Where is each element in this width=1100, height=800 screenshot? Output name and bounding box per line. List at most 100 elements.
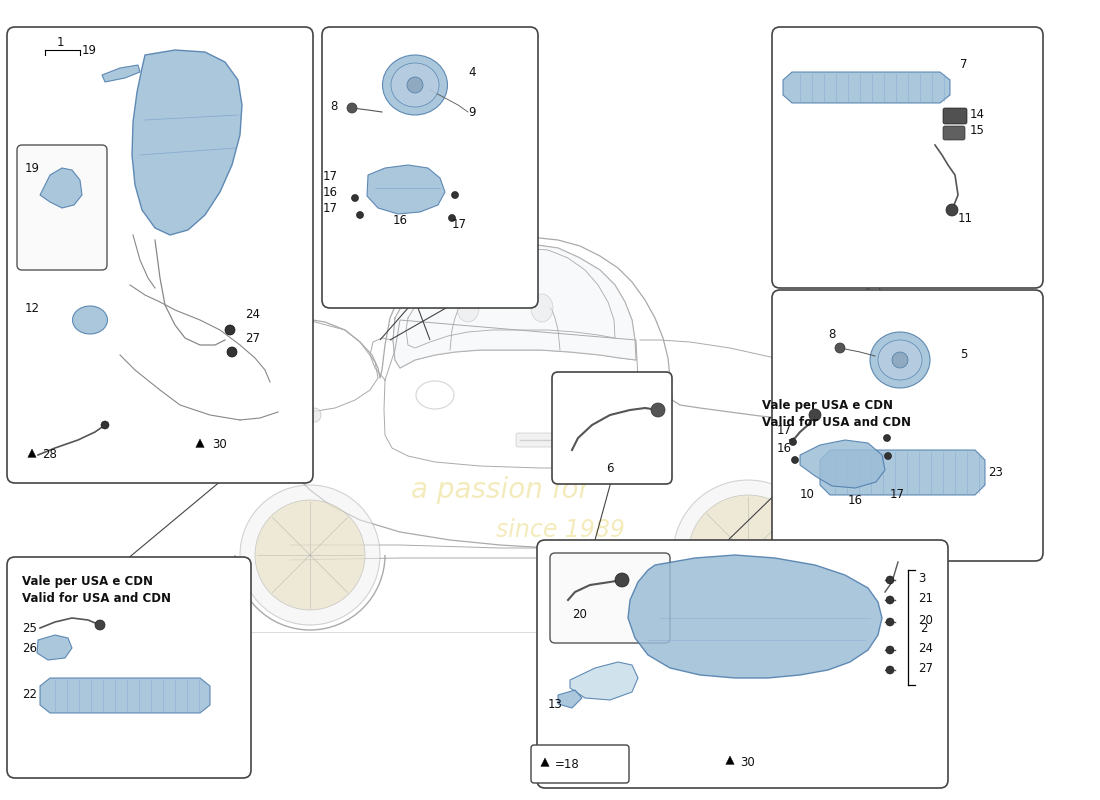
Circle shape — [886, 596, 894, 604]
Ellipse shape — [456, 294, 478, 322]
Polygon shape — [820, 450, 984, 495]
Polygon shape — [800, 440, 886, 488]
FancyBboxPatch shape — [943, 108, 967, 124]
Text: Vale per USA e CDN: Vale per USA e CDN — [762, 398, 893, 411]
Polygon shape — [40, 168, 82, 208]
Text: 27: 27 — [918, 662, 933, 674]
Circle shape — [227, 347, 236, 357]
Text: =18: =18 — [556, 758, 580, 770]
Polygon shape — [628, 555, 882, 678]
Polygon shape — [28, 449, 36, 458]
Text: Valid for USA and CDN: Valid for USA and CDN — [22, 593, 170, 606]
Circle shape — [790, 438, 796, 446]
Text: 1: 1 — [56, 37, 64, 50]
Circle shape — [946, 204, 958, 216]
Ellipse shape — [309, 408, 321, 422]
Ellipse shape — [878, 340, 922, 380]
Polygon shape — [783, 72, 950, 103]
Text: 8: 8 — [828, 329, 835, 342]
Circle shape — [255, 500, 365, 610]
Circle shape — [688, 495, 808, 615]
FancyBboxPatch shape — [943, 126, 965, 140]
Polygon shape — [37, 635, 72, 660]
Text: 17: 17 — [777, 423, 792, 437]
Polygon shape — [393, 244, 636, 368]
Text: 16: 16 — [323, 186, 338, 198]
Polygon shape — [367, 165, 446, 214]
Circle shape — [651, 403, 666, 417]
Text: 30: 30 — [212, 438, 227, 451]
Text: a passion for: a passion for — [410, 476, 590, 504]
Circle shape — [886, 576, 894, 584]
Circle shape — [886, 646, 894, 654]
Text: since 1989: since 1989 — [496, 518, 625, 542]
Text: 2: 2 — [920, 622, 927, 634]
Circle shape — [883, 434, 891, 442]
Circle shape — [226, 325, 235, 335]
Text: 19: 19 — [82, 45, 97, 58]
Text: 14: 14 — [970, 109, 985, 122]
Text: 28: 28 — [42, 449, 57, 462]
Circle shape — [449, 214, 455, 222]
FancyBboxPatch shape — [516, 433, 564, 447]
Text: 17: 17 — [323, 202, 338, 214]
Text: 26: 26 — [22, 642, 37, 654]
FancyBboxPatch shape — [531, 745, 629, 783]
Circle shape — [95, 620, 104, 630]
Text: 16: 16 — [848, 494, 864, 506]
Circle shape — [808, 409, 821, 421]
Text: Vale per USA e CDN: Vale per USA e CDN — [22, 575, 153, 589]
Ellipse shape — [73, 306, 108, 334]
Text: Valid for USA and CDN: Valid for USA and CDN — [762, 415, 911, 429]
Circle shape — [407, 77, 424, 93]
Text: 24: 24 — [245, 309, 260, 322]
Polygon shape — [570, 662, 638, 700]
Text: 5: 5 — [960, 349, 967, 362]
Text: 27: 27 — [245, 331, 260, 345]
Circle shape — [615, 573, 629, 587]
FancyBboxPatch shape — [537, 540, 948, 788]
Text: 16: 16 — [777, 442, 792, 454]
Text: 16: 16 — [393, 214, 407, 226]
Text: 8: 8 — [331, 101, 338, 114]
FancyBboxPatch shape — [322, 27, 538, 308]
Text: 19: 19 — [25, 162, 40, 174]
Text: 17: 17 — [323, 170, 338, 182]
Text: 22: 22 — [22, 689, 37, 702]
Text: 30: 30 — [740, 755, 755, 769]
Text: 9: 9 — [468, 106, 475, 119]
Polygon shape — [541, 758, 549, 766]
Circle shape — [892, 352, 907, 368]
FancyBboxPatch shape — [772, 290, 1043, 561]
Polygon shape — [228, 332, 302, 374]
Circle shape — [835, 343, 845, 353]
Circle shape — [673, 480, 823, 630]
Text: 17: 17 — [890, 489, 905, 502]
Text: GU: GU — [776, 146, 1025, 294]
Polygon shape — [40, 678, 210, 713]
Ellipse shape — [870, 332, 930, 388]
Polygon shape — [558, 756, 566, 765]
Polygon shape — [132, 50, 242, 235]
FancyBboxPatch shape — [7, 557, 251, 778]
Text: 4: 4 — [468, 66, 475, 78]
Polygon shape — [196, 439, 205, 447]
FancyBboxPatch shape — [16, 145, 107, 270]
Text: 6: 6 — [606, 462, 614, 474]
Circle shape — [101, 421, 109, 429]
Circle shape — [886, 666, 894, 674]
Text: 13: 13 — [548, 698, 563, 711]
Circle shape — [346, 103, 358, 113]
Text: 10: 10 — [800, 489, 815, 502]
Text: 25: 25 — [22, 622, 37, 634]
FancyBboxPatch shape — [552, 372, 672, 484]
Circle shape — [792, 457, 799, 463]
Circle shape — [451, 191, 459, 198]
Text: 21: 21 — [918, 591, 933, 605]
Polygon shape — [808, 430, 895, 537]
Text: 17: 17 — [452, 218, 468, 231]
Text: 23: 23 — [988, 466, 1003, 478]
Polygon shape — [726, 756, 734, 765]
Text: 3: 3 — [918, 571, 925, 585]
Ellipse shape — [531, 294, 553, 322]
